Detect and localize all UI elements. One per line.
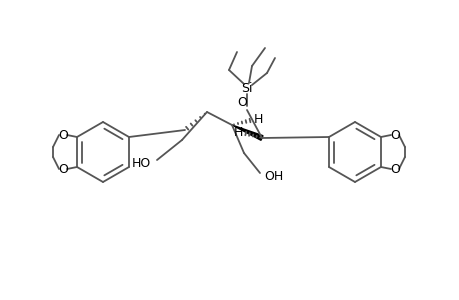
Text: O: O bbox=[389, 163, 399, 176]
Text: O: O bbox=[58, 128, 68, 142]
Text: HO: HO bbox=[131, 157, 150, 169]
Text: H: H bbox=[233, 125, 242, 139]
Text: Si: Si bbox=[241, 82, 252, 94]
Text: H: H bbox=[253, 112, 262, 125]
Text: O: O bbox=[236, 95, 246, 109]
Text: O: O bbox=[58, 163, 68, 176]
Polygon shape bbox=[231, 125, 263, 140]
Text: O: O bbox=[389, 128, 399, 142]
Text: OH: OH bbox=[264, 169, 283, 182]
